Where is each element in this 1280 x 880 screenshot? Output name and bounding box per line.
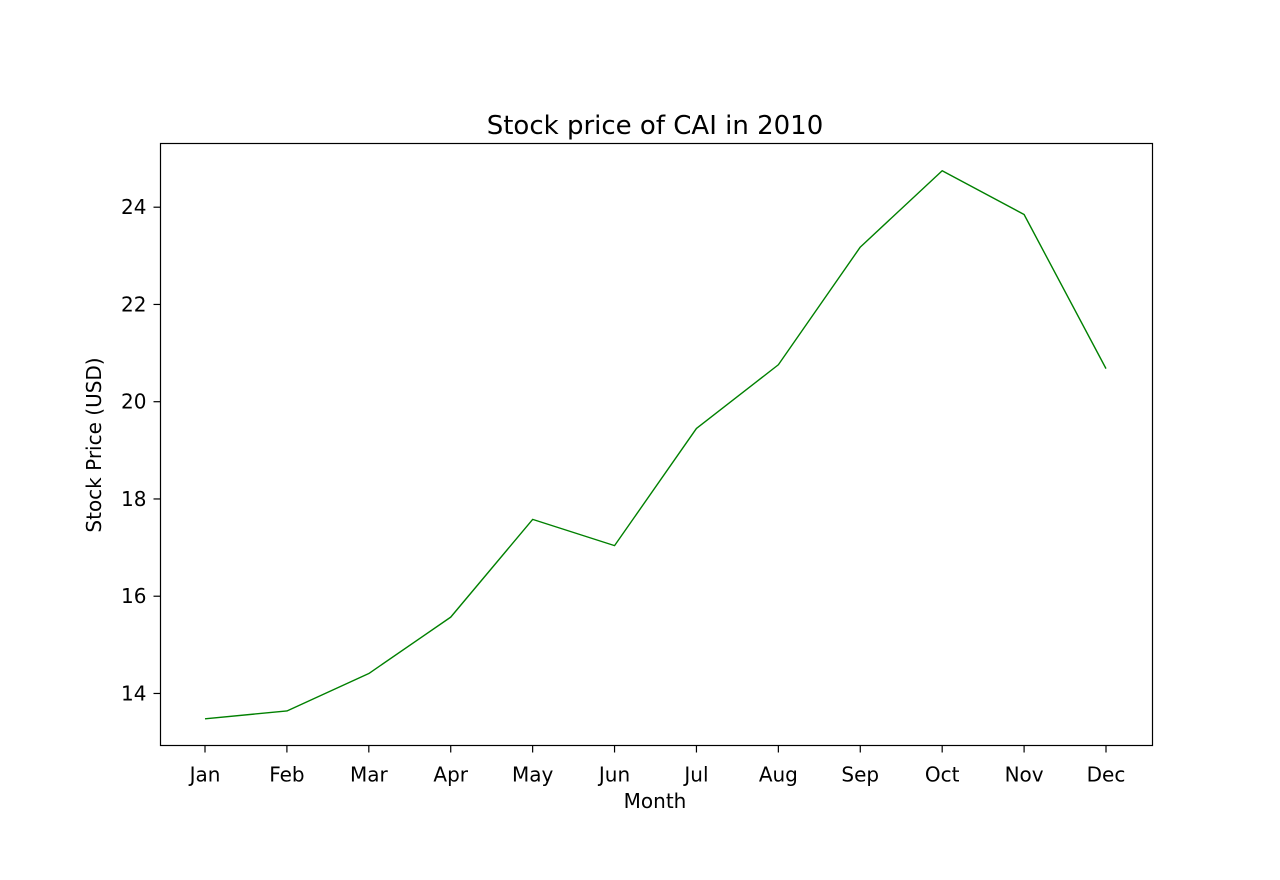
y-tick-label: 14 [121, 681, 146, 705]
y-tick-label: 24 [121, 195, 146, 219]
y-tick-label: 20 [121, 390, 146, 414]
plot-frame [159, 142, 1154, 747]
axis-ticks: Jan Feb Mar Apr May Jun Jul Aug Sep Oct Nov Dec 14 16… [121, 195, 1125, 786]
x-axis-label: Month [624, 789, 687, 813]
x-tick-label: Jun [597, 763, 630, 787]
x-tick-label: May [512, 763, 554, 787]
y-tick-label: 22 [121, 292, 146, 316]
series-line [204, 170, 1107, 720]
x-tick-label: Jan [188, 763, 221, 787]
x-tick-label: Apr [433, 763, 468, 787]
x-tick-label: Feb [269, 763, 304, 787]
x-tick-label: Sep [841, 763, 879, 787]
y-tick-label: 16 [121, 584, 146, 608]
y-tick-label: 18 [121, 487, 146, 511]
x-tick-label: Jul [682, 763, 708, 787]
x-tick-label: Nov [1005, 763, 1044, 787]
x-tick-label: Dec [1087, 763, 1126, 787]
chart-title: Stock price of CAI in 2010 [487, 111, 824, 141]
series-layer [204, 170, 1107, 720]
y-axis-label: Stock Price (USD) [82, 357, 106, 532]
x-tick-label: Oct [925, 763, 960, 787]
x-tick-label: Aug [759, 763, 798, 787]
x-tick-label: Mar [350, 763, 389, 787]
